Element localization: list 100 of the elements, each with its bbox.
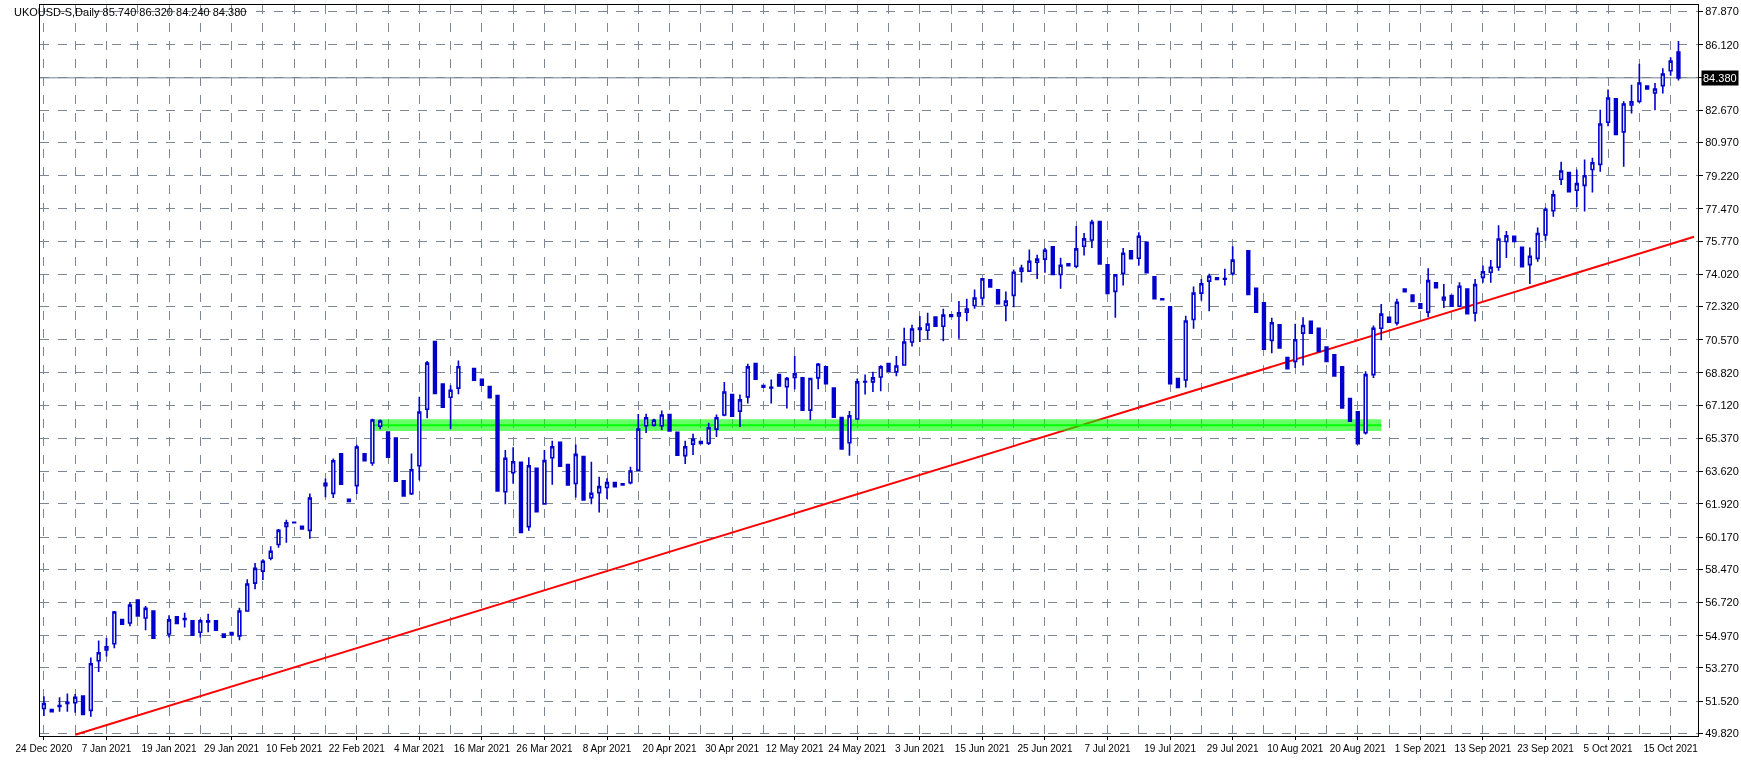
candlestick [1394, 298, 1400, 327]
candlestick [1660, 67, 1665, 95]
x-tick-label: 24 May 2021 [828, 743, 887, 754]
candlestick [401, 479, 406, 497]
candlestick [573, 443, 578, 499]
candlestick [393, 437, 399, 482]
candlestick [534, 467, 539, 513]
candlestick [714, 413, 719, 438]
candlestick [237, 606, 242, 642]
candlestick [878, 364, 883, 392]
x-tick-label: 16 Mar 2021 [453, 743, 511, 754]
candlestick [73, 693, 78, 714]
candlestick [1355, 411, 1360, 445]
candlestick [808, 377, 813, 421]
x-tick-label: 10 Aug 2021 [1267, 743, 1324, 754]
candlestick [1566, 171, 1572, 193]
candlestick [769, 378, 774, 405]
candlestick [995, 288, 1001, 305]
y-tick-label: 53.270 [1705, 661, 1739, 674]
candlestick [737, 393, 743, 428]
candlestick [41, 695, 47, 717]
x-tick-label: 24 Dec 2020 [15, 743, 73, 754]
ref-line-label: 84.380 [1703, 72, 1737, 84]
x-tick-label: 29 Jan 2021 [204, 743, 260, 754]
candlestick [1418, 303, 1423, 309]
candlestick [135, 599, 140, 617]
candlestick [1332, 353, 1337, 377]
candlestick [894, 355, 899, 377]
candlestick [417, 396, 422, 481]
candlestick [1277, 323, 1282, 349]
candlestick [245, 578, 250, 612]
candlestick [1285, 356, 1290, 370]
y-tick-label: 56.720 [1705, 596, 1739, 609]
candlestick [221, 633, 226, 638]
candlestick [503, 449, 508, 506]
candlestick [96, 639, 101, 673]
candlestick [902, 326, 907, 366]
y-tick-label: 61.920 [1705, 497, 1739, 510]
x-tick-label: 1 Sep 2021 [1394, 743, 1447, 754]
y-tick-label: 75.770 [1705, 234, 1739, 247]
candlestick [1480, 264, 1486, 284]
y-tick-label: 87.870 [1705, 5, 1739, 18]
candlestick [1652, 82, 1658, 112]
candlestick [80, 695, 86, 716]
candlestick [636, 413, 641, 471]
candlestick [284, 518, 289, 544]
candlestick [565, 463, 571, 486]
candlestick [370, 417, 375, 467]
candlestick [823, 366, 829, 385]
x-tick-label: 10 Feb 2021 [266, 743, 323, 754]
candlestick [651, 418, 657, 428]
candlestick [323, 477, 328, 498]
candlestick [1472, 278, 1478, 323]
y-tick-label: 67.120 [1705, 399, 1739, 412]
candlestick [988, 279, 993, 288]
candlestick [1410, 294, 1415, 303]
candlestick [49, 708, 54, 713]
y-tick-label: 63.620 [1705, 465, 1739, 478]
candlestick [1003, 290, 1009, 323]
y-tick-label: 49.820 [1705, 727, 1739, 740]
candlestick [847, 410, 852, 457]
y-tick-label: 80.970 [1705, 136, 1739, 149]
candlestick [409, 452, 414, 496]
x-tick-label: 25 Jun 2021 [1017, 743, 1073, 754]
candlestick [1199, 278, 1204, 302]
candlestick [933, 316, 938, 328]
candlestick [88, 656, 93, 718]
candlestick [1457, 281, 1462, 308]
candlestick [1121, 247, 1126, 287]
candlestick [1316, 327, 1321, 353]
candlestick [542, 449, 547, 505]
candlestick [1089, 218, 1095, 249]
candlestick [1207, 272, 1212, 313]
candlestick [362, 452, 367, 462]
candlestick [1379, 303, 1384, 341]
candlestick [1183, 314, 1188, 389]
candlestick [1558, 160, 1564, 186]
candlestick [385, 431, 391, 458]
candlestick [479, 378, 485, 387]
candlestick [604, 477, 610, 500]
candlestick [1019, 264, 1024, 284]
candlestick [1066, 263, 1071, 267]
candlestick [972, 288, 977, 310]
candlestick [1613, 98, 1619, 136]
candlestick [252, 562, 258, 590]
candlestick [1253, 287, 1259, 313]
candlestick [1050, 246, 1055, 276]
candlestick [1449, 294, 1454, 307]
candlestick [722, 381, 727, 418]
candlestick [1246, 250, 1251, 296]
candlestick [800, 377, 805, 411]
x-tick-label: 7 Jul 2021 [1084, 743, 1132, 754]
candlestick [620, 482, 625, 486]
x-tick-label: 4 Mar 2021 [394, 743, 446, 754]
candlestick [510, 446, 516, 485]
candlestick [706, 422, 711, 446]
candlestick [1300, 316, 1306, 367]
candlestick [182, 611, 187, 629]
x-tick-label: 20 Aug 2021 [1329, 743, 1387, 754]
x-tick-label: 22 Feb 2021 [328, 743, 386, 754]
